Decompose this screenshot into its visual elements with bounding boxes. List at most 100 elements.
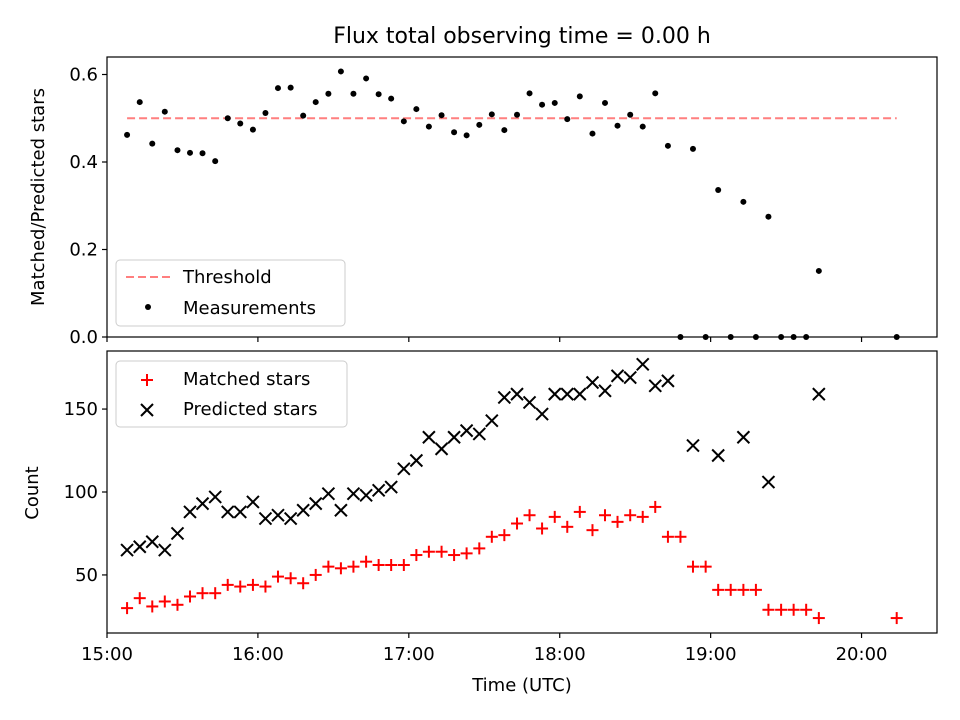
matched-stars-point: [511, 517, 524, 530]
ratio-ytick-label: 0.2: [69, 240, 98, 261]
ratio-ylabel: Matched/Predicted stars: [28, 88, 49, 306]
matched-stars-point: [347, 560, 360, 573]
predicted-legend-label: Predicted stars: [183, 399, 317, 420]
matched-stars-point: [133, 592, 146, 605]
measurements-point: [149, 140, 156, 147]
measurements-point: [539, 101, 546, 108]
measurements-point: [815, 267, 822, 274]
count-legend-box: [115, 360, 348, 428]
count-xtick-label: 18:00: [534, 644, 586, 665]
count-panel: 50 100 150 15:00 16:00 17:00 18:00 19:00 20:00 C…: [22, 350, 938, 696]
measurements-point: [413, 106, 420, 113]
matched-stars-point: [624, 509, 637, 522]
matched-stars-point: [221, 578, 234, 591]
matched-stars-point: [636, 510, 649, 523]
matched-stars-point: [322, 560, 335, 573]
measurements-point: [325, 90, 332, 97]
predicted-stars-point: [623, 370, 637, 385]
measurements-point: [400, 118, 407, 125]
predicted-stars-point: [409, 453, 424, 468]
matched-stars-point: [649, 500, 662, 513]
matched-stars-point: [573, 505, 586, 518]
measurements-point: [501, 127, 508, 134]
count-xtick-label: 20:00: [836, 644, 888, 665]
measurements-point: [287, 84, 294, 91]
predicted-stars-point: [346, 486, 361, 501]
measurements-point: [602, 99, 608, 106]
predicted-stars-point: [120, 543, 134, 557]
measurements-point: [765, 213, 772, 220]
predicted-stars-point: [371, 483, 386, 498]
matched-stars-point: [586, 524, 599, 537]
measurements-legend-swatch: [145, 304, 151, 310]
count-axes: 50 100 150 15:00 16:00 17:00 18:00 19:00 20:00: [64, 399, 888, 665]
matched-stars-point: [196, 587, 209, 600]
count-ylabel: Count: [22, 466, 43, 519]
matched-stars-point: [259, 580, 272, 593]
predicted-stars-point: [158, 543, 172, 557]
matched-stars-point: [712, 583, 725, 596]
measurements-point: [425, 123, 432, 130]
ratio-panel: 0.0 0.2 0.4 0.6 Matched/Predicted stars Thr…: [28, 56, 938, 348]
matched-stars-point: [297, 577, 310, 590]
measurements-point: [488, 111, 495, 118]
predicted-stars-point: [636, 357, 650, 371]
matched-stars-point: [536, 522, 549, 535]
count-plot-frame: [106, 350, 938, 634]
matched-stars-point: [184, 590, 196, 603]
matched-stars-point: [360, 555, 373, 568]
predicted-stars-point: [459, 423, 474, 438]
predicted-legend-swatch: [140, 403, 154, 417]
matched-stars-point: [674, 530, 687, 543]
measurements-point: [438, 112, 445, 119]
predicted-stars-point: [736, 430, 751, 444]
matched-stars-point: [498, 529, 511, 542]
measurements-point: [514, 111, 521, 118]
ratio-ytick-label: 0.6: [69, 65, 98, 86]
ratio-axes: 0.0 0.2 0.4 0.6: [69, 65, 863, 348]
measurements-point: [187, 149, 193, 156]
ratio-ytick-label: 0.4: [69, 152, 98, 173]
matched-stars-point: [460, 547, 473, 560]
predicted-stars-point: [183, 505, 197, 519]
predicted-stars-point: [661, 374, 675, 388]
predicted-stars-point: [258, 511, 273, 526]
ratio-legend-box: [115, 259, 346, 327]
matched-stars-point: [523, 509, 536, 522]
predicted-stars-point: [384, 480, 398, 494]
matched-stars-point: [121, 602, 134, 615]
predicted-stars-point: [321, 486, 336, 501]
predicted-stars-point: [296, 503, 310, 517]
matched-stars-point: [309, 568, 322, 581]
predicted-stars-point: [573, 387, 587, 401]
measurements-point: [262, 110, 269, 116]
measurements-point: [614, 122, 621, 129]
predicted-stars-point: [195, 496, 210, 511]
matched-stars-point: [271, 570, 284, 583]
measurements-point: [476, 121, 483, 128]
predicted-stars-point: [233, 505, 247, 519]
predicted-stars-point: [472, 427, 486, 441]
matched-stars-point: [448, 549, 461, 562]
matched-stars-point: [737, 583, 750, 596]
measurements-point: [300, 112, 307, 119]
matched-stars-point: [234, 580, 247, 593]
count-ytick-label: 50: [75, 565, 98, 586]
matched-legend-swatch: [141, 374, 153, 386]
count-xtick-label: 19:00: [685, 644, 737, 665]
predicted-stars-point: [648, 379, 662, 393]
measurements-point: [576, 93, 583, 100]
matched-stars-point: [372, 558, 385, 571]
predicted-stars-point: [334, 503, 348, 517]
measurements-point: [388, 95, 395, 102]
predicted-stars-point: [585, 375, 600, 390]
matched-stars-point: [686, 560, 699, 573]
matched-stars-point: [699, 560, 712, 573]
predicted-stars-point: [221, 505, 235, 519]
predicted-stars-point: [434, 442, 449, 456]
measurements-point: [627, 111, 634, 118]
matched-stars-point: [749, 583, 762, 596]
matched-stars-point: [422, 545, 435, 558]
